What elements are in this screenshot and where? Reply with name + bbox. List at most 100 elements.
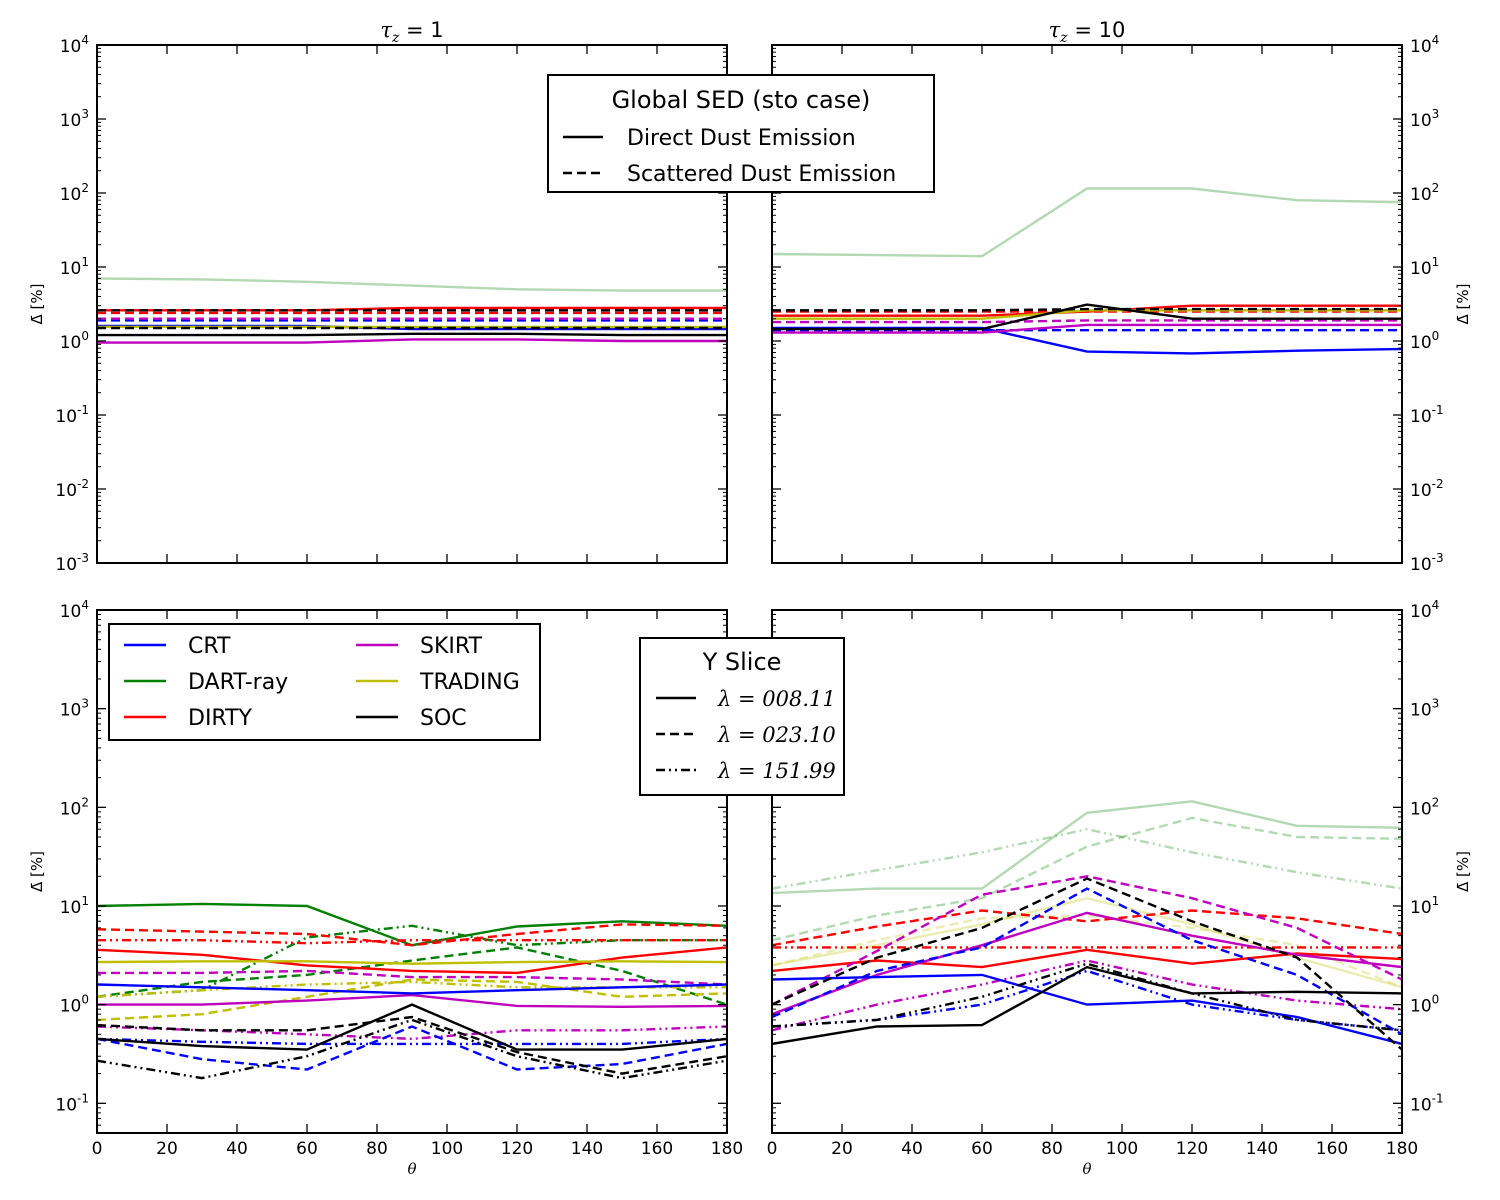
- series-line-soc-solid: [97, 332, 727, 337]
- series-line-skirt-dashed: [772, 875, 1402, 1006]
- series-line-skirt-solid: [97, 338, 727, 344]
- y-tick-label: 101: [60, 894, 89, 918]
- series-line-crt-dashdot: [97, 1037, 727, 1046]
- x-tick-label: 120: [501, 1139, 533, 1159]
- series-line-dart-ray-solid: [772, 800, 1402, 895]
- series-group: [97, 277, 727, 344]
- legend-y-slice: Y Slice λ = 008.11 λ = 023.10 λ = 151.99: [639, 637, 845, 796]
- y-tick-label: 101: [1410, 255, 1439, 279]
- axes-frame: [771, 609, 1403, 1134]
- series-line-crt-solid: [772, 973, 1402, 1046]
- legend-title: Y Slice: [702, 648, 782, 676]
- series-line-skirt-solid: [772, 911, 1402, 1016]
- series-line-trading-dashed: [97, 978, 727, 1022]
- x-tick-label: 100: [431, 1139, 463, 1159]
- x-tick-label: 40: [901, 1139, 923, 1159]
- series-line-soc-dashed: [772, 307, 1402, 312]
- x-tick-label: 160: [641, 1139, 673, 1159]
- x-tick-label: 80: [366, 1139, 388, 1159]
- legend-item-label: TRADING: [419, 670, 520, 695]
- y-tick-label: 10-3: [55, 551, 89, 575]
- y-tick-label: 100: [60, 993, 89, 1017]
- x-tick-label: 20: [831, 1139, 853, 1159]
- y-tick-label: 102: [60, 181, 89, 205]
- axes-frame: [771, 44, 1403, 564]
- panel-bottom-left: 10-1 100 101 102 103 104 0 20 40 60 80 100 120 140 160…: [28, 598, 743, 1178]
- y-axis-label: Δ̄ [%]: [28, 284, 46, 325]
- series-line-dart-ray-solid: [772, 187, 1402, 258]
- x-tick-label: 120: [1176, 1139, 1208, 1159]
- x-tick-label: 0: [767, 1139, 778, 1159]
- axes-frame: [96, 44, 728, 564]
- x-axis-label: θ: [1082, 1160, 1091, 1178]
- y-tick-label: 104: [1410, 33, 1439, 57]
- y-tick-label: 102: [1410, 181, 1439, 205]
- series-line-skirt-solid: [772, 323, 1402, 334]
- legend-frame: [639, 637, 845, 796]
- x-tick-label: 160: [1316, 1139, 1348, 1159]
- series-line-soc-dashdot: [97, 1018, 727, 1080]
- series-line-dirty-dashed: [772, 909, 1402, 947]
- y-tick-label: 10-1: [55, 1091, 89, 1115]
- legend-item-label: Scattered Dust Emission: [627, 162, 896, 187]
- series-line-trading-dashed: [772, 914, 1402, 989]
- legend-item-label: SOC: [420, 706, 467, 731]
- y-tick-label: 104: [60, 598, 89, 622]
- y-tick-label: 104: [60, 33, 89, 57]
- series-line-crt-dashed: [772, 887, 1402, 1036]
- legend-item-label: DIRTY: [188, 706, 253, 731]
- x-tick-label: 60: [971, 1139, 993, 1159]
- series-line-soc-solid: [772, 965, 1402, 1046]
- series-line-soc-solid: [772, 303, 1402, 331]
- y-tick-label: 102: [60, 795, 89, 819]
- series-group: [772, 800, 1402, 1051]
- y-tick-label: 10-3: [1410, 551, 1444, 575]
- y-tick-label: 10-2: [55, 477, 89, 501]
- series-line-skirt-solid: [97, 993, 727, 1009]
- legend-item-label: CRT: [188, 634, 231, 659]
- series-group: [772, 187, 1402, 355]
- y-tick-label: 104: [1410, 598, 1439, 622]
- legend-item-label: λ = 151.99: [717, 759, 836, 783]
- x-tick-label: 40: [226, 1139, 248, 1159]
- series-line-crt-solid: [97, 983, 727, 995]
- y-tick-label: 100: [60, 329, 89, 353]
- axes-frame: [96, 609, 728, 1134]
- y-tick-label: 100: [1410, 993, 1439, 1017]
- y-tick-label: 102: [1410, 795, 1439, 819]
- series-line-crt-dashed: [97, 1025, 727, 1071]
- panel-top-right: 10-3 10-2 10-1 100 101 102 103 104 Δ̄ [%] τz = 10: [771, 18, 1472, 575]
- y-tick-label: 103: [60, 697, 89, 721]
- y-tick-label: 10-1: [1410, 1091, 1444, 1115]
- series-line-soc-solid: [97, 1003, 727, 1051]
- legend-codes: CRT DART-ray DIRTY SKIRT TRADING SOC: [108, 623, 541, 741]
- legend-item-label: Direct Dust Emission: [627, 126, 856, 151]
- x-tick-label: 60: [296, 1139, 318, 1159]
- series-line-soc-dashdot: [772, 962, 1402, 1032]
- series-line-trading-solid: [772, 896, 1402, 989]
- panel-title: τz = 10: [1049, 18, 1126, 46]
- x-tick-label: 0: [92, 1139, 103, 1159]
- legend-item-label: λ = 023.10: [717, 723, 836, 747]
- series-line-trading-solid: [97, 960, 727, 965]
- series-line-dirty-solid: [772, 948, 1402, 973]
- legend-item-label: SKIRT: [420, 634, 483, 659]
- y-tick-label: 101: [60, 255, 89, 279]
- series-line-dart-ray-dashed: [97, 946, 727, 1006]
- y-tick-label: 103: [1410, 697, 1439, 721]
- y-tick-label: 10-2: [1410, 477, 1444, 501]
- x-tick-label: 140: [571, 1139, 603, 1159]
- series-line-dirty-solid: [97, 946, 727, 975]
- series-line-dart-ray-dashed: [772, 816, 1402, 942]
- legend-frame: [108, 623, 541, 741]
- y-axis-label: Δ̄ [%]: [28, 851, 46, 892]
- series-line-skirt-dashed: [97, 969, 727, 986]
- series-group: [97, 902, 727, 1080]
- x-tick-label: 100: [1106, 1139, 1138, 1159]
- y-axis-label: Δ̄ [%]: [1454, 284, 1472, 325]
- legend-title: Global SED (sto case): [612, 86, 871, 114]
- x-tick-label: 180: [711, 1139, 743, 1159]
- series-line-soc-dashed: [97, 1015, 727, 1075]
- y-tick-label: 101: [1410, 894, 1439, 918]
